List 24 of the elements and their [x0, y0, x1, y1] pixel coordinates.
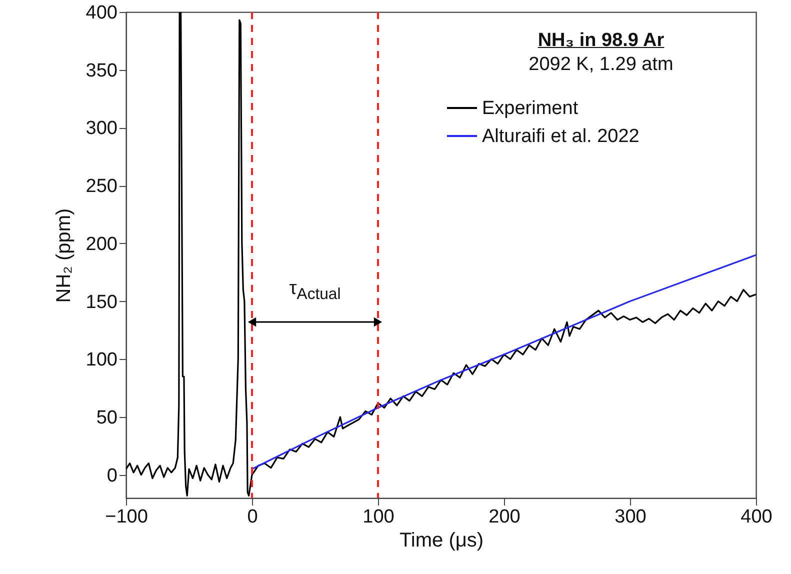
- legend-label: Experiment: [482, 98, 579, 119]
- line-series: [126, 12, 756, 496]
- y-axis-title: NH₂ (ppm): [52, 208, 75, 303]
- x-tick-label: 400: [740, 506, 772, 528]
- x-tick-label: 300: [614, 506, 646, 528]
- x-tick-label: 200: [488, 506, 520, 528]
- y-tick-label: 200: [86, 234, 118, 255]
- text: NH₃ in 98.9 Ar: [538, 30, 664, 52]
- y-tick-label: 350: [86, 60, 118, 82]
- line-series: [251, 254, 756, 470]
- y-tick-label: 400: [86, 2, 118, 24]
- annotation: τ$_{Actual}$: [289, 278, 341, 304]
- text: 2092 K, 1.29 atm: [528, 54, 674, 76]
- legend-label: Alturaifi et al. 2022: [482, 126, 640, 147]
- x-tick-label: −100: [105, 506, 148, 528]
- y-tick-label: 250: [86, 176, 118, 198]
- x-axis-title: Time (μs): [399, 530, 484, 552]
- x-tick-label: 0: [247, 506, 258, 528]
- y-tick-label: 150: [86, 292, 118, 313]
- x-tick-label: 100: [362, 506, 394, 528]
- y-tick-label: 50: [96, 408, 118, 428]
- y-tick-label: 300: [86, 118, 118, 140]
- y-tick-label: 100: [86, 350, 118, 371]
- y-tick-label: 0: [106, 465, 118, 486]
